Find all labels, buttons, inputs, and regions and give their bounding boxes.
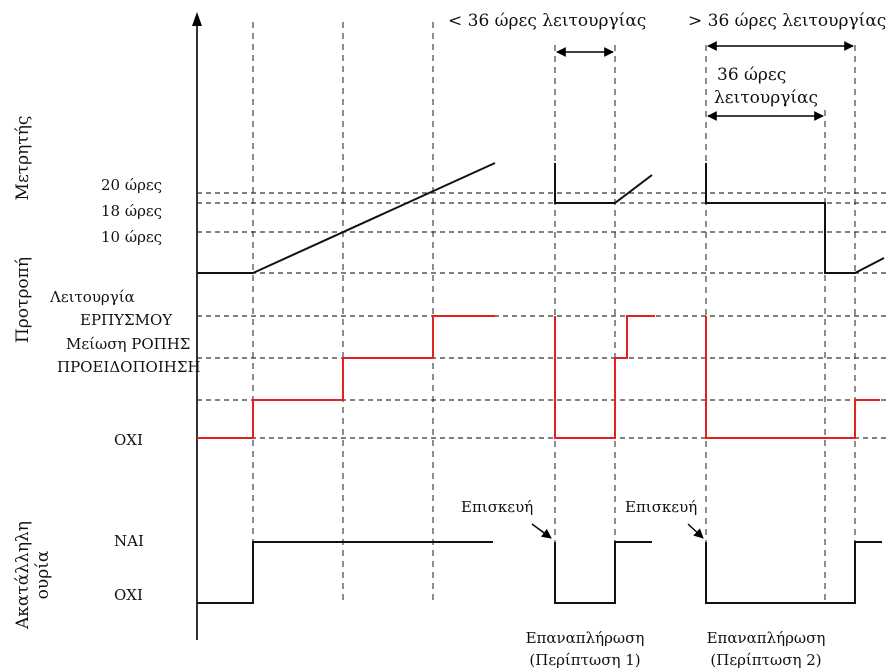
case2-label-line2: (Περίπτωση 2) [710, 651, 821, 669]
header-less-36h: < 36 ώρες λειτουργίας [448, 11, 646, 31]
header-more-36h: > 36 ώρες λειτουργίας [688, 11, 886, 31]
fault-axis-label-line2: ουρία [33, 550, 53, 599]
alarm-level-warning: ΠΡΟΕΙΔΟΠΟΙΗΣΗ [57, 358, 201, 376]
axis-arrowhead [192, 12, 202, 26]
meter-level-18: 18 ώρες [101, 202, 162, 220]
repair1-pointer [531, 523, 552, 539]
time-gridlines [252, 22, 856, 605]
fault-level-yes: ΝΑΙ [114, 532, 144, 550]
alarm-level-creep-line2: ΕΡΠΥΣΜΟΥ [80, 311, 173, 329]
case1-label-line2: (Περίπτωση 1) [529, 651, 640, 669]
alarm-axis-label: Προτροπή [13, 257, 33, 343]
fault-level-no: ΟΧΙ [114, 586, 143, 604]
header-inner-36h-line1: 36 ώρες [717, 65, 786, 85]
repair2-label: Επισκευή [625, 498, 697, 516]
meter-trace [197, 162, 885, 274]
meter-axis-label: Μετρητής [13, 116, 33, 201]
fault-trace [197, 541, 882, 604]
alarm-level-creep-line1: Λειτουργία [49, 288, 135, 306]
repair2-pointer [687, 523, 704, 539]
fault-axis-label-line1: Ακατάλληλη [13, 521, 33, 630]
meter-level-10: 10 ώρες [101, 228, 162, 246]
header-inner-36h-line2: λειτουργίας [714, 88, 818, 108]
repair1-label: Επισκευή [461, 498, 533, 516]
case2-label-line1: Επαναπλήρωση [707, 629, 826, 647]
alarm-level-no: ΟΧΙ [114, 431, 143, 449]
alarm-trace [197, 315, 880, 439]
level-gridlines [197, 192, 890, 439]
case1-label-line1: Επαναπλήρωση [526, 629, 645, 647]
meter-level-20: 20 ώρες [101, 176, 162, 194]
alarm-level-torque: Μείωση ΡΟΠΗΣ [66, 335, 190, 353]
